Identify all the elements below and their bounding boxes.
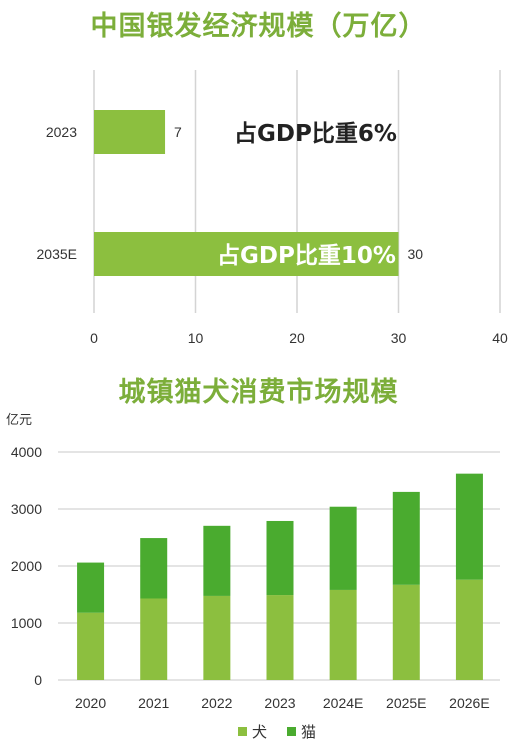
legend-swatch-猫 (287, 727, 296, 736)
y-category-label: 2035E (37, 246, 77, 262)
bar-2035E (94, 232, 399, 276)
bar-猫-2022 (203, 525, 231, 596)
y-category-label: 2023 (46, 124, 77, 140)
legend-label-猫: 猫 (301, 723, 316, 741)
bar-猫-2021 (140, 538, 168, 599)
y-tick-label: 1000 (11, 615, 42, 631)
x-tick-label: 10 (188, 330, 204, 346)
x-category-label: 2020 (75, 695, 106, 711)
bar-2023 (94, 110, 166, 154)
bar-犬-2020 (77, 612, 105, 680)
x-tick-label: 0 (90, 330, 98, 346)
x-tick-label: 40 (492, 330, 508, 346)
bar-data-label: 7 (174, 124, 182, 140)
bar-猫-2024E (329, 506, 357, 590)
bar-猫-2026E (455, 473, 483, 580)
bar-犬-2021 (140, 598, 168, 680)
x-category-label: 2022 (201, 695, 232, 711)
legend-swatch-犬 (238, 727, 247, 736)
x-tick-label: 30 (391, 330, 407, 346)
bar-犬-2023 (266, 595, 294, 680)
bar-犬-2022 (203, 595, 231, 680)
x-category-label: 2024E (323, 695, 363, 711)
bar-猫-2025E (392, 491, 420, 585)
gdp-share-annotation-2035: 占GDP比重10% (217, 243, 396, 269)
y-tick-label: 4000 (11, 444, 42, 460)
x-category-label: 2025E (386, 695, 426, 711)
silver-economy-chart: 0 10 20 30 40 2023 7 2035E 30 占GDP比重6% 占GDP比重10% (37, 70, 508, 346)
x-category-label: 2026E (449, 695, 489, 711)
chart2-title: 城镇猫犬消费市场规模 (118, 377, 399, 408)
y-tick-label: 0 (34, 672, 42, 688)
bar-猫-2020 (77, 562, 105, 613)
bar-犬-2024E (329, 589, 357, 680)
bar-犬-2025E (392, 584, 420, 680)
y-unit-label: 亿元 (6, 413, 32, 428)
chart1-title: 中国银发经济规模（万亿） (90, 11, 427, 42)
y-tick-label: 3000 (11, 501, 42, 517)
legend-label-犬: 犬 (252, 723, 267, 741)
bar-data-label: 30 (408, 246, 424, 262)
x-category-label: 2021 (138, 695, 169, 711)
y-tick-label: 2000 (11, 558, 42, 574)
x-category-label: 2023 (264, 695, 295, 711)
x-tick-label: 20 (289, 330, 305, 346)
bar-猫-2023 (266, 520, 294, 596)
bar-犬-2026E (455, 579, 483, 680)
gdp-share-annotation-2023: 占GDP比重6% (234, 121, 397, 147)
